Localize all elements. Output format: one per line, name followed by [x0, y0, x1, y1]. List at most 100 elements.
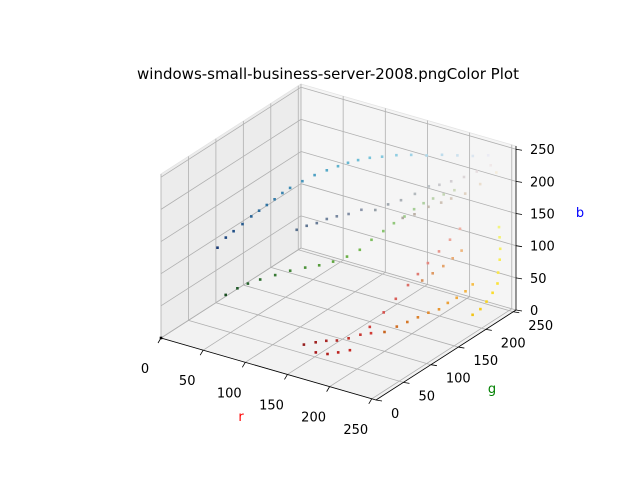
grid-line	[300, 183, 517, 247]
data-point	[496, 282, 499, 285]
data-point	[416, 272, 420, 276]
data-point	[356, 158, 360, 162]
data-point	[475, 170, 479, 173]
data-point	[369, 331, 373, 335]
x-tick-label: 200	[301, 411, 326, 426]
x-axis-label: r	[238, 410, 244, 425]
data-point	[431, 272, 434, 275]
data-point	[485, 300, 488, 303]
data-point	[395, 325, 399, 328]
data-point	[422, 201, 425, 205]
data-point	[498, 236, 501, 239]
data-point	[368, 325, 372, 329]
grid-line	[300, 118, 517, 182]
data-point	[314, 351, 318, 354]
grid-line	[202, 259, 344, 351]
grid-line	[160, 86, 302, 178]
data-point	[394, 297, 398, 301]
data-point	[420, 279, 424, 282]
x-tick-mark	[284, 374, 288, 380]
data-point	[281, 191, 284, 195]
z-tick-label: 0	[530, 304, 538, 319]
z-tick-mark	[515, 245, 523, 248]
data-point	[449, 197, 453, 200]
data-point	[478, 182, 482, 186]
x-axis-line	[160, 337, 377, 401]
data-point	[326, 352, 329, 356]
y-axis-line	[375, 309, 517, 401]
z-axis-label: b	[576, 206, 584, 221]
data-point	[486, 154, 490, 157]
y-tick-label: 200	[501, 336, 526, 351]
grid-line	[160, 119, 302, 210]
data-point	[458, 227, 462, 231]
z-tick-label: 150	[530, 208, 555, 223]
data-point	[497, 225, 501, 229]
data-point	[401, 216, 404, 220]
y-tick-label: 250	[528, 319, 553, 334]
x-tick-mark	[241, 362, 246, 368]
data-point	[347, 337, 350, 340]
tick-labels: 0501001502002500501001502002500501001502…	[141, 143, 555, 438]
data-point	[314, 341, 317, 344]
data-point	[358, 248, 362, 252]
grid-line	[215, 302, 432, 366]
data-point	[325, 217, 329, 221]
x-tick-mark	[368, 398, 373, 404]
data-point	[305, 224, 308, 228]
grid-line	[160, 247, 302, 339]
y-tick-label: 150	[473, 354, 498, 369]
data-point	[427, 205, 430, 209]
data-point	[453, 188, 456, 192]
grid-line	[160, 215, 302, 307]
z-tick-mark	[515, 148, 523, 151]
data-point	[495, 171, 498, 174]
x-tick-label: 150	[259, 399, 284, 414]
data-point	[374, 208, 377, 212]
x-tick-mark	[326, 386, 330, 392]
data-point	[489, 164, 492, 167]
data-point	[442, 193, 445, 196]
data-point	[265, 203, 269, 207]
data-point	[258, 278, 262, 281]
data-point	[331, 260, 335, 263]
grid-line	[160, 151, 302, 242]
data-point	[491, 291, 494, 295]
data-point	[403, 215, 406, 218]
data-point	[425, 154, 428, 157]
data-point	[325, 339, 328, 343]
z-tick-mark	[515, 180, 523, 183]
data-point	[335, 215, 339, 218]
data-point	[368, 156, 372, 160]
data-point	[448, 238, 452, 241]
data-point	[336, 351, 340, 354]
data-point	[413, 213, 416, 216]
z-tick-label: 250	[530, 143, 555, 158]
x-tick-mark	[199, 349, 204, 356]
data-point	[359, 333, 362, 336]
z-tick-mark	[515, 277, 523, 280]
data-point	[460, 249, 463, 252]
data-point	[449, 180, 453, 183]
data-point	[412, 207, 416, 211]
y-tick-label: 0	[391, 407, 399, 422]
data-point	[246, 282, 250, 285]
grid-line	[300, 247, 517, 311]
data-point	[471, 283, 474, 286]
data-point	[232, 229, 235, 233]
data-point	[302, 343, 306, 346]
y-tick-mark	[430, 364, 437, 367]
data-point	[347, 212, 350, 216]
data-point	[464, 290, 467, 293]
data-point	[438, 183, 441, 187]
y-axis-label: g	[488, 382, 496, 397]
data-point	[395, 153, 398, 157]
grid-line	[245, 271, 386, 363]
y-tick-label: 100	[446, 372, 471, 387]
data-point	[437, 250, 441, 253]
data-point	[409, 153, 413, 157]
data-point	[455, 296, 458, 300]
data-point	[498, 258, 501, 261]
grid-line	[243, 284, 459, 348]
